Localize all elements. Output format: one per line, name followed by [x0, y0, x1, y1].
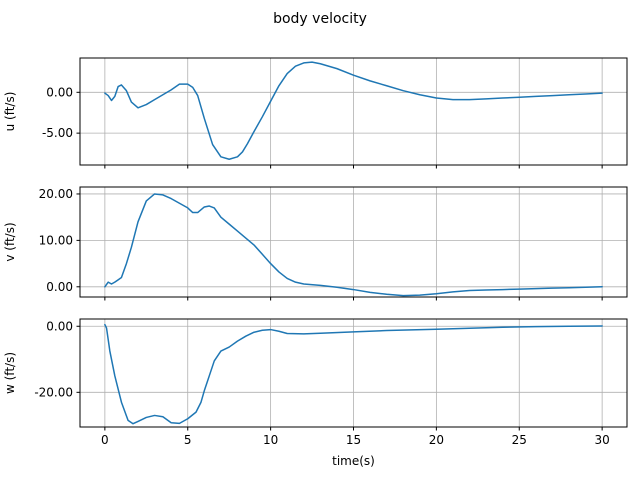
y-tick-label: 20.00 — [39, 187, 73, 201]
x-tick-label: 20 — [429, 433, 444, 447]
figure-title: body velocity — [273, 11, 367, 27]
x-tick-label: 5 — [184, 433, 192, 447]
subplot-2: 0.00 10.00 20.00 v (ft/s) — [3, 186, 628, 301]
x-tick-label: 15 — [346, 433, 361, 447]
y-tick-label: 0.00 — [46, 319, 73, 333]
x-tick-label: 25 — [512, 433, 527, 447]
x-tick-label: 0 — [101, 433, 109, 447]
y-tick-label: 10.00 — [39, 233, 73, 247]
y-axis-label: u (ft/s) — [3, 92, 17, 132]
y-axis-label: w (ft/s) — [3, 352, 17, 394]
y-axis-label: v (ft/s) — [3, 222, 17, 261]
y-tick-label: -5.00 — [42, 126, 73, 140]
x-tick-label: 10 — [263, 433, 278, 447]
x-axis-label: time(s) — [332, 454, 375, 468]
x-tick-label: 30 — [594, 433, 609, 447]
series-line — [104, 323, 603, 425]
subplot-1: 0.00 -5.00 u (ft/s) — [3, 57, 628, 169]
series-line — [104, 193, 603, 297]
y-tick-label: 0.00 — [46, 280, 73, 294]
y-tick-label: 0.00 — [46, 85, 73, 99]
subplot-3: 0 5 10 15 20 25 30 0.00 -20.00 w (ft/s) time(s) — [3, 318, 628, 468]
series-line — [104, 61, 603, 161]
y-tick-label: -20.00 — [34, 385, 73, 399]
